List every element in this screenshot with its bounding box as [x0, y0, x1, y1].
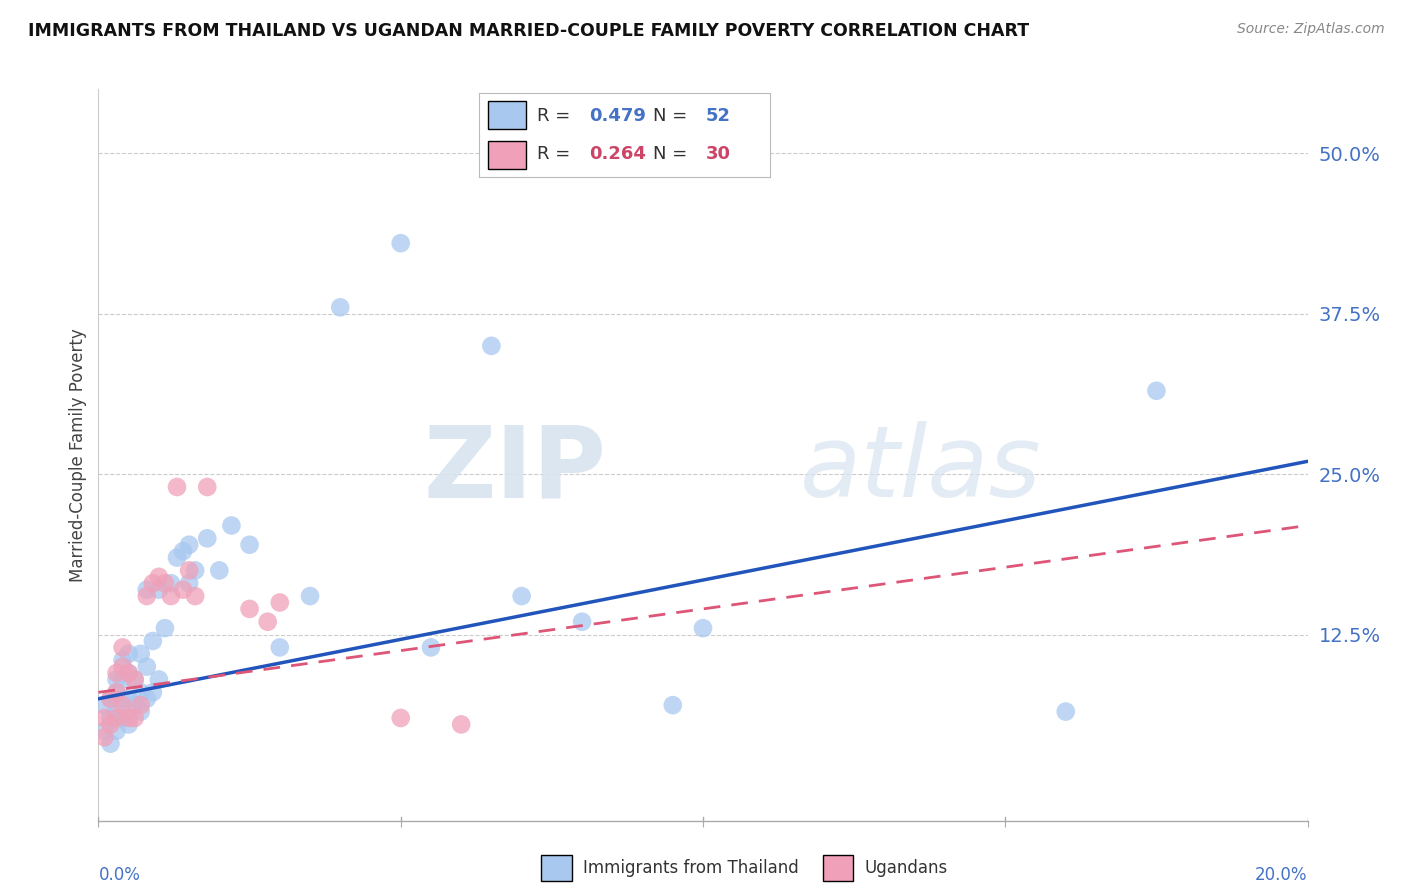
Point	[124, 673, 146, 687]
Point	[389, 236, 412, 251]
Point	[692, 621, 714, 635]
Point	[195, 532, 218, 546]
Point	[135, 659, 157, 673]
Point	[160, 589, 183, 603]
Point	[661, 698, 683, 713]
Point	[118, 666, 141, 681]
Point	[142, 576, 165, 591]
Point	[166, 550, 188, 565]
Point	[111, 659, 134, 673]
Point	[118, 711, 141, 725]
Point	[177, 538, 201, 552]
Point	[419, 640, 441, 655]
Point	[481, 339, 503, 353]
Point	[195, 480, 218, 494]
Point	[153, 621, 176, 635]
Point	[239, 602, 262, 616]
Point	[172, 582, 194, 597]
Point	[100, 691, 122, 706]
Point	[129, 705, 152, 719]
Point	[105, 685, 128, 699]
Point	[105, 685, 128, 699]
Point	[166, 480, 188, 494]
Point	[221, 518, 243, 533]
Point	[184, 563, 207, 577]
Point	[124, 711, 146, 725]
Point	[1144, 384, 1167, 398]
Point	[450, 717, 472, 731]
Point	[329, 301, 352, 315]
Point	[111, 653, 134, 667]
Point	[269, 595, 291, 609]
Text: IMMIGRANTS FROM THAILAND VS UGANDAN MARRIED-COUPLE FAMILY POVERTY CORRELATION CH: IMMIGRANTS FROM THAILAND VS UGANDAN MARR…	[28, 22, 1029, 40]
Point	[105, 666, 128, 681]
Point	[208, 563, 231, 577]
Y-axis label: Married-Couple Family Poverty: Married-Couple Family Poverty	[69, 328, 87, 582]
Point	[111, 673, 134, 687]
Text: Ugandans: Ugandans	[865, 859, 948, 877]
Point	[100, 717, 122, 731]
Point	[93, 723, 115, 738]
Point	[118, 717, 141, 731]
Point	[111, 691, 134, 706]
Point	[105, 723, 128, 738]
Point	[571, 615, 593, 629]
Point	[118, 666, 141, 681]
Point	[239, 538, 262, 552]
Point	[256, 615, 278, 629]
Point	[105, 673, 128, 687]
Point	[105, 705, 128, 719]
Text: 0.0%: 0.0%	[98, 865, 141, 884]
Point	[93, 698, 115, 713]
Point	[142, 634, 165, 648]
Point	[177, 576, 201, 591]
Point	[172, 544, 194, 558]
Point	[111, 640, 134, 655]
Text: ZIP: ZIP	[423, 421, 606, 518]
Point	[389, 711, 412, 725]
Point	[100, 737, 122, 751]
Point	[299, 589, 322, 603]
Point	[148, 582, 170, 597]
Point	[142, 685, 165, 699]
Point	[118, 691, 141, 706]
Point	[93, 730, 115, 744]
Point	[129, 647, 152, 661]
Point	[100, 711, 122, 725]
Text: Source: ZipAtlas.com: Source: ZipAtlas.com	[1237, 22, 1385, 37]
Point	[184, 589, 207, 603]
Point	[510, 589, 533, 603]
Point	[148, 570, 170, 584]
Point	[153, 576, 176, 591]
Text: 20.0%: 20.0%	[1256, 865, 1308, 884]
Point	[111, 698, 134, 713]
Point	[129, 698, 152, 713]
Point	[1054, 705, 1077, 719]
Point	[93, 711, 115, 725]
Text: Immigrants from Thailand: Immigrants from Thailand	[583, 859, 799, 877]
Point	[135, 582, 157, 597]
Point	[160, 576, 183, 591]
Point	[124, 673, 146, 687]
Point	[105, 711, 128, 725]
Point	[269, 640, 291, 655]
Point	[135, 691, 157, 706]
Text: atlas: atlas	[800, 421, 1042, 518]
Point	[111, 711, 134, 725]
Point	[100, 691, 122, 706]
Point	[177, 563, 201, 577]
Point	[148, 673, 170, 687]
Point	[135, 589, 157, 603]
Point	[129, 685, 152, 699]
Point	[118, 647, 141, 661]
Point	[124, 698, 146, 713]
